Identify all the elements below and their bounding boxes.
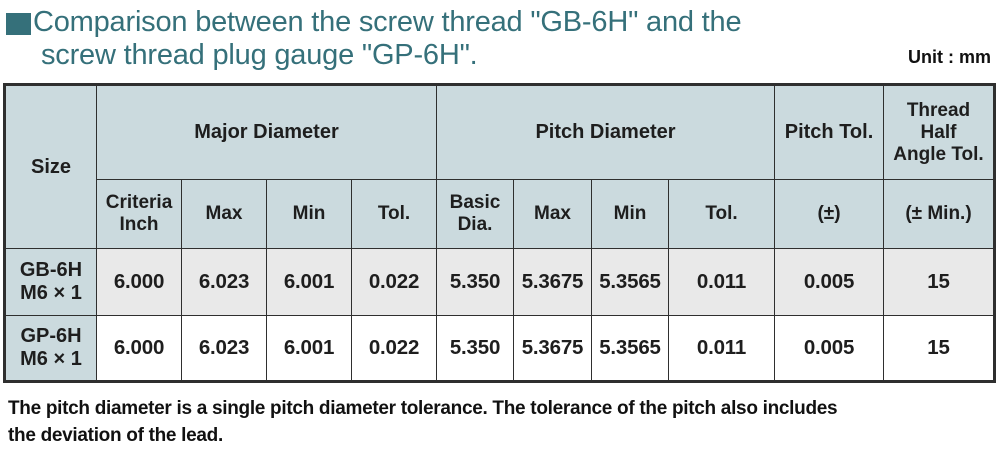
cell-gb-major-max: 6.023 (181, 248, 267, 316)
col-header-major-min: Min (266, 179, 352, 249)
col-header-pitch-max: Max (513, 179, 592, 249)
cell-gp-basic-dia: 5.350 (436, 315, 514, 382)
cell-gb-major-min: 6.001 (266, 248, 352, 316)
page-title-line2: screw thread plug gauge "GP-6H". (41, 39, 478, 71)
cell-gp-pitch-tol: 0.011 (668, 315, 775, 382)
group-header-pitch-tol: Pitch Tol. (774, 84, 884, 180)
cell-gp-thread-half-angle: 15 (883, 315, 995, 382)
cell-gb-pitch-tol-pm: 0.005 (774, 248, 884, 316)
group-header-major-diameter: Major Diameter (96, 84, 437, 180)
section-marker-icon (6, 13, 31, 35)
group-header-pitch-diameter: Pitch Diameter (436, 84, 775, 180)
group-header-thread-half-angle-tol: Thread Half Angle Tol. (883, 84, 995, 180)
cell-gb-major-tol: 0.022 (351, 248, 437, 316)
table-row-gb-6h: GB-6H M6 × 1 6.000 6.023 6.001 0.022 5.3… (4, 248, 995, 316)
section-title-row: Comparison between the screw thread "GB-… (0, 0, 1000, 72)
table-row-gp-6h: GP-6H M6 × 1 6.000 6.023 6.001 0.022 5.3… (4, 315, 995, 382)
cell-gb-pitch-tol: 0.011 (668, 248, 775, 316)
header-row-subcolumns: Criteria Inch Max Min Tol. Basic Dia. Ma… (5, 179, 995, 249)
row-label-gb-6h: GB-6H M6 × 1 (4, 248, 97, 316)
cell-gp-pitch-tol-pm: 0.005 (774, 315, 884, 382)
footnote-text: The pitch diameter is a single pitch dia… (8, 398, 838, 446)
col-header-size: Size (4, 84, 97, 249)
row-label-gp-6h: GP-6H M6 × 1 (4, 315, 97, 382)
col-header-criteria-inch: Criteria Inch (96, 179, 182, 249)
cell-gp-major-max: 6.023 (181, 315, 267, 382)
cell-gb-thread-half-angle: 15 (883, 248, 995, 316)
unit-label: Unit : mm (908, 47, 991, 67)
cell-gp-pitch-min: 5.3565 (591, 315, 669, 382)
cell-gb-pitch-max: 5.3675 (513, 248, 592, 316)
cell-gp-major-tol: 0.022 (351, 315, 437, 382)
page-title-line1: Comparison between the screw thread "GB-… (33, 6, 742, 38)
cell-gb-criteria-inch: 6.000 (96, 248, 182, 316)
col-header-pitch-tol: Tol. (668, 179, 775, 249)
col-header-major-max: Max (181, 179, 267, 249)
col-header-pitch-tol-pm: (±) (774, 179, 884, 249)
col-header-pitch-min: Min (591, 179, 669, 249)
cell-gp-criteria-inch: 6.000 (96, 315, 182, 382)
col-header-major-tol: Tol. (351, 179, 437, 249)
cell-gb-pitch-min: 5.3565 (591, 248, 669, 316)
cell-gp-major-min: 6.001 (266, 315, 352, 382)
page-title: Comparison between the screw thread "GB-… (33, 6, 742, 72)
header-row-groups: Size Major Diameter Pitch Diameter Pitch… (4, 84, 995, 249)
cell-gp-pitch-max: 5.3675 (513, 315, 592, 382)
comparison-table: Size Major Diameter Pitch Diameter Pitch… (3, 83, 996, 383)
cell-gb-basic-dia: 5.350 (436, 248, 514, 316)
col-header-thread-half-pm-min: (± Min.) (883, 179, 995, 249)
col-header-basic-dia: Basic Dia. (436, 179, 514, 249)
